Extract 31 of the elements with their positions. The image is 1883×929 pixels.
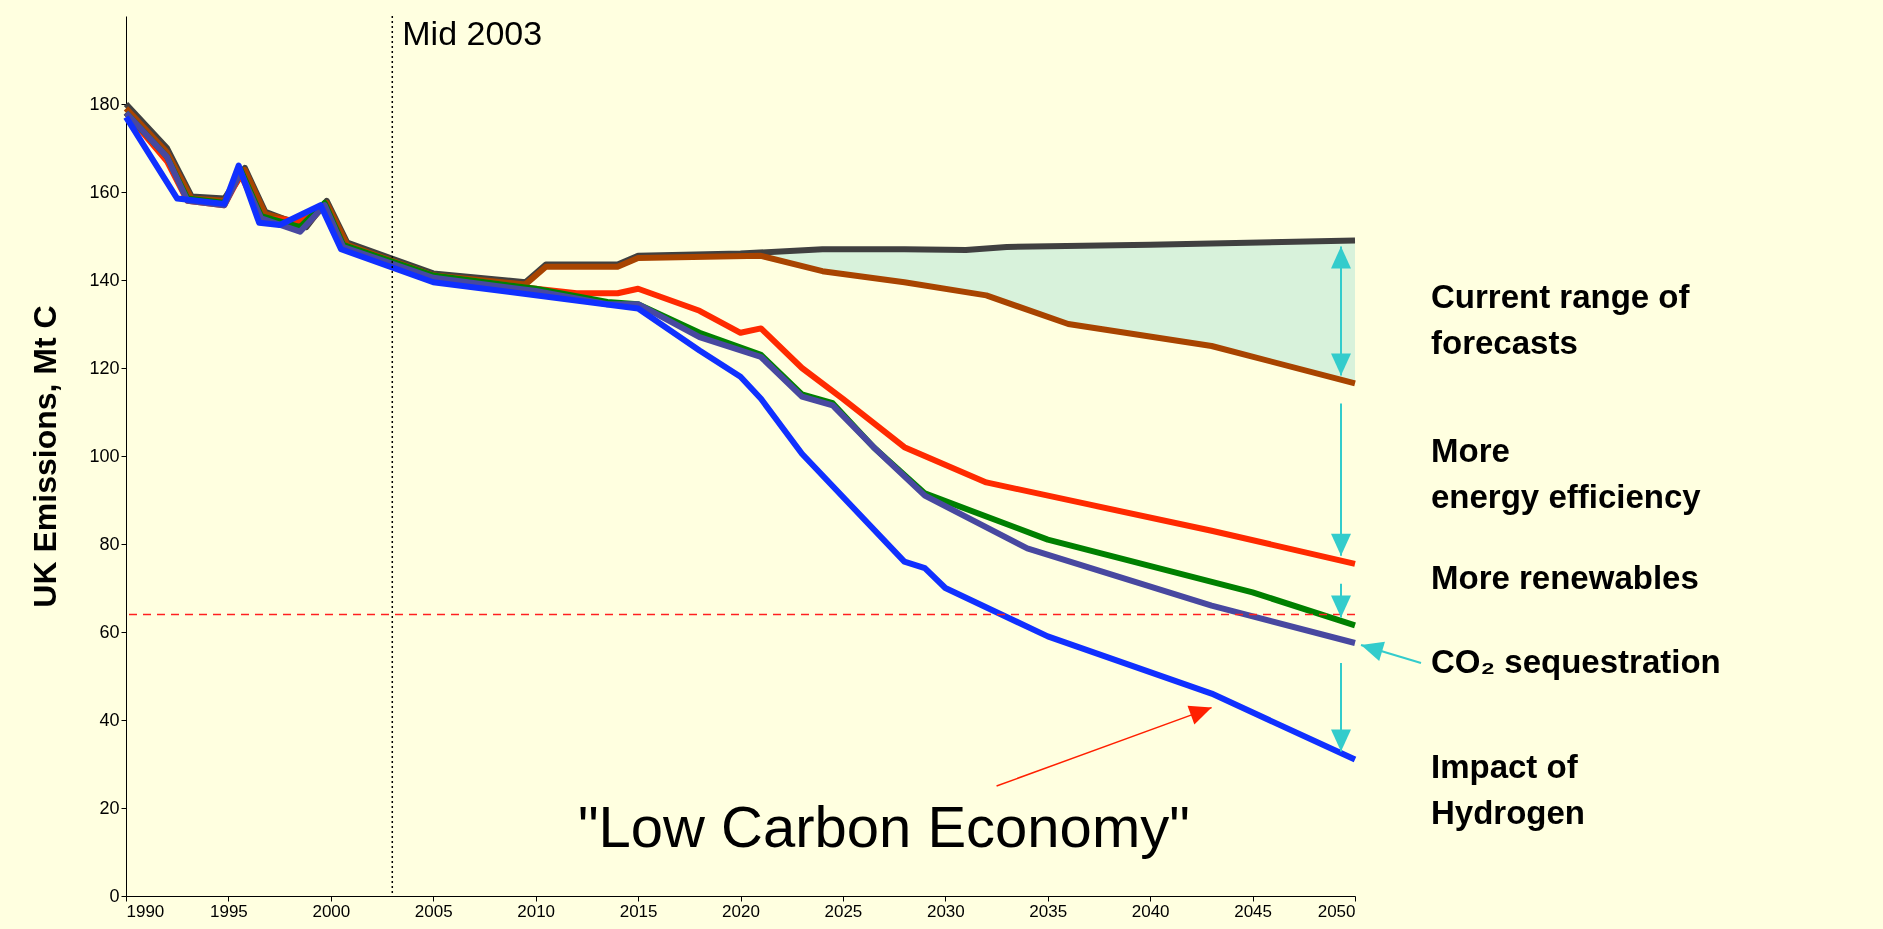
y-tick-label: 100: [89, 445, 120, 466]
text: More energy efficiency: [1431, 431, 1702, 515]
y-axis-title: UK Emissions, Mt C: [27, 305, 64, 608]
y-tick-label: 20: [99, 797, 120, 818]
x-tick-label: 2030: [926, 901, 965, 921]
x-tick-label: 1995: [210, 901, 248, 921]
annotation: "Low Carbon Economy": [577, 794, 1190, 859]
x-tick-label: 2025: [824, 901, 863, 921]
y-tick-label: 60: [99, 621, 120, 642]
x-tick-label: 2050: [1317, 901, 1356, 921]
text: Impact of Hydrogen: [1431, 748, 1586, 832]
x-tick-label: 2040: [1131, 901, 1170, 921]
y-tick-label: 120: [89, 357, 120, 378]
x-tick-label: 2035: [1029, 901, 1068, 921]
x-tick-label: 2005: [414, 901, 453, 921]
text: Current range of forecasts: [1431, 277, 1691, 361]
text: More renewables: [1431, 559, 1699, 597]
x-tick-label: 2015: [619, 901, 658, 921]
y-tick-label: 0: [109, 885, 120, 906]
y-tick-label: 160: [89, 181, 120, 202]
x-tick-label: 2000: [312, 901, 351, 921]
x-tick-label: 2045: [1234, 901, 1272, 921]
y-tick-label: 80: [99, 533, 120, 554]
text: CO₂ sequestration: [1431, 642, 1721, 680]
x-tick-label: 1990: [126, 901, 165, 921]
y-tick-label: 40: [99, 709, 120, 730]
ref-line-label: Mid 2003: [402, 14, 543, 52]
x-tick-label: 2010: [517, 901, 556, 921]
y-tick-label: 180: [89, 93, 120, 114]
y-tick-label: 140: [89, 269, 120, 290]
x-tick-label: 2020: [722, 901, 760, 921]
